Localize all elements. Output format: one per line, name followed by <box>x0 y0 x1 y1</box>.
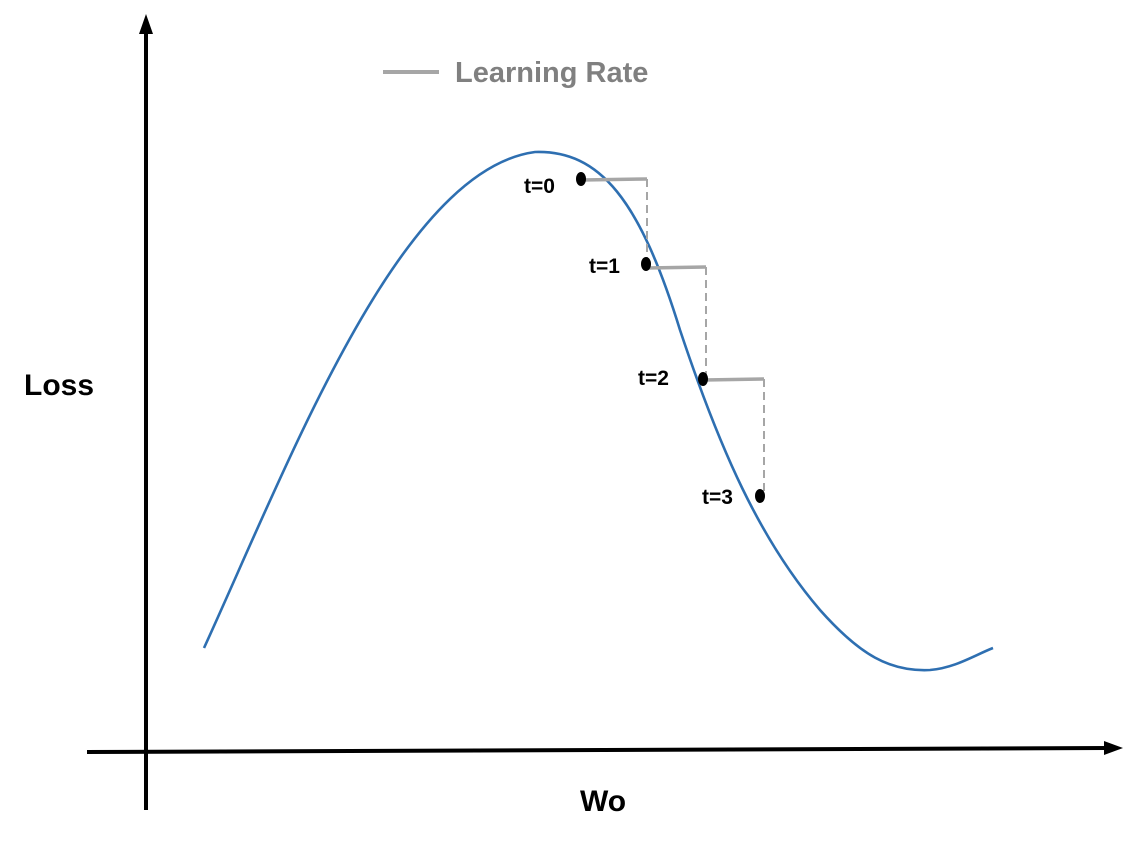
step-horizontal-2 <box>703 377 765 382</box>
x-axis <box>86 741 1123 755</box>
x-axis-label: Wo <box>580 785 626 818</box>
step-points <box>576 172 765 503</box>
y-axis-arrowhead <box>139 14 153 34</box>
step-point-2 <box>698 372 708 386</box>
step-horizontal-1 <box>646 265 707 270</box>
x-axis-line <box>86 746 1109 754</box>
step-horizontal-0 <box>581 177 648 182</box>
x-axis-arrowhead <box>1104 741 1123 755</box>
y-axis <box>139 14 153 810</box>
loss-curve <box>202 150 994 672</box>
step-labels: t=0 t=1 t=2 t=3 <box>524 175 733 509</box>
step-label-3: t=3 <box>702 486 733 509</box>
step-point-1 <box>641 257 651 271</box>
step-point-3 <box>755 489 765 503</box>
learning-rate-steps <box>581 177 765 495</box>
step-label-2: t=2 <box>638 367 669 390</box>
step-label-1: t=1 <box>589 255 620 278</box>
legend: Learning Rate <box>383 57 648 89</box>
y-axis-label: Loss <box>24 369 94 402</box>
step-label-0: t=0 <box>524 175 555 198</box>
legend-label: Learning Rate <box>455 57 648 89</box>
step-point-0 <box>576 172 586 186</box>
